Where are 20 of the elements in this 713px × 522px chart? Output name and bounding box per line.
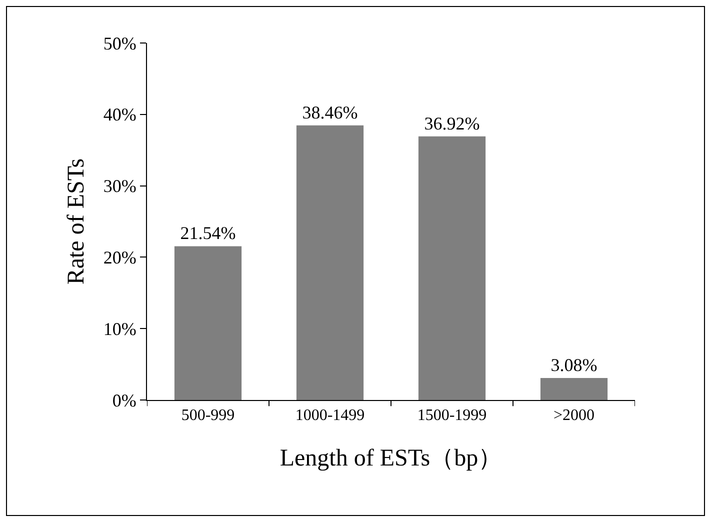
- x-axis-title: Length of ESTs（bp）: [280, 446, 502, 472]
- bar: [174, 246, 242, 400]
- y-tick-label: 30%: [103, 176, 136, 196]
- bar: [418, 136, 486, 400]
- data-label: 21.54%: [180, 223, 236, 244]
- x-tick-label: 1000-1499: [295, 407, 365, 424]
- y-axis-title: Rate of ESTs: [64, 158, 90, 285]
- y-tick-label: 10%: [103, 318, 136, 339]
- x-tick-label: >2000: [553, 407, 595, 424]
- x-tick-label: 500-999: [181, 407, 235, 424]
- y-tick-label: 20%: [103, 248, 136, 268]
- y-tick-label: 40%: [103, 104, 136, 125]
- y-tick-label: 0%: [112, 390, 136, 410]
- data-label: 3.08%: [550, 355, 598, 376]
- y-tick-label: 50%: [103, 33, 136, 54]
- data-label: 36.92%: [424, 113, 480, 134]
- bar: [540, 378, 608, 400]
- bar: [296, 125, 364, 400]
- x-tick-label: 1500-1999: [417, 407, 487, 424]
- data-label: 38.46%: [302, 102, 358, 122]
